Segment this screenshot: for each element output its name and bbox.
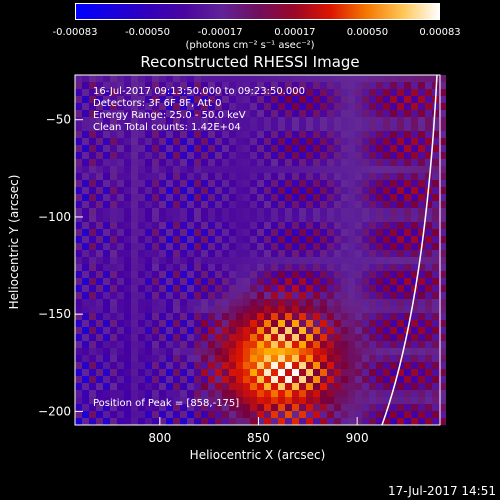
- x-tick-label: 800: [148, 431, 171, 445]
- peak-label: Position of Peak = [858,-175]: [93, 398, 240, 409]
- y-tick-label: −150: [38, 307, 71, 321]
- colorbar-tick-label: -0.00017: [197, 27, 243, 38]
- colorbar-tick-label: -0.00050: [125, 27, 171, 38]
- annotation-detectors: Detectors: 3F 6F 8F, Att 0: [93, 98, 222, 109]
- chart-title: Reconstructed RHESSI Image: [140, 53, 360, 71]
- colorbar-tick-label: 0.00083: [419, 27, 461, 38]
- timestamp-footer: 17-Jul-2017 14:51: [387, 484, 496, 498]
- x-axis-label: Heliocentric X (arcsec): [189, 448, 326, 462]
- plot-frame: [74, 74, 441, 426]
- colorbar-tick-label: 0.00050: [346, 27, 389, 38]
- annotation-energy: Energy Range: 25.0 - 50.0 keV: [93, 110, 246, 121]
- y-tick-label: −200: [38, 404, 71, 418]
- colorbar-unit: (photons cm⁻² s⁻¹ asec⁻²): [185, 40, 315, 51]
- colorbar-tick-label: -0.00083: [52, 27, 98, 38]
- x-tick-label: 900: [346, 431, 369, 445]
- colorbar-tick-label: 0.00017: [274, 27, 316, 38]
- heatmap-image: [75, 75, 446, 425]
- solar-limb-line: [381, 74, 438, 426]
- y-tick-label: −50: [46, 113, 71, 127]
- x-tick-label: 850: [247, 431, 270, 445]
- annotation-time: 16-Jul-2017 09:13:50.000 to 09:23:50.000: [93, 86, 305, 97]
- y-tick-label: −100: [38, 210, 71, 224]
- annotation-counts: Clean Total counts: 1.42E+04: [93, 122, 241, 133]
- y-axis-label: Heliocentric Y (arcsec): [7, 174, 21, 310]
- colorbar: [75, 3, 440, 20]
